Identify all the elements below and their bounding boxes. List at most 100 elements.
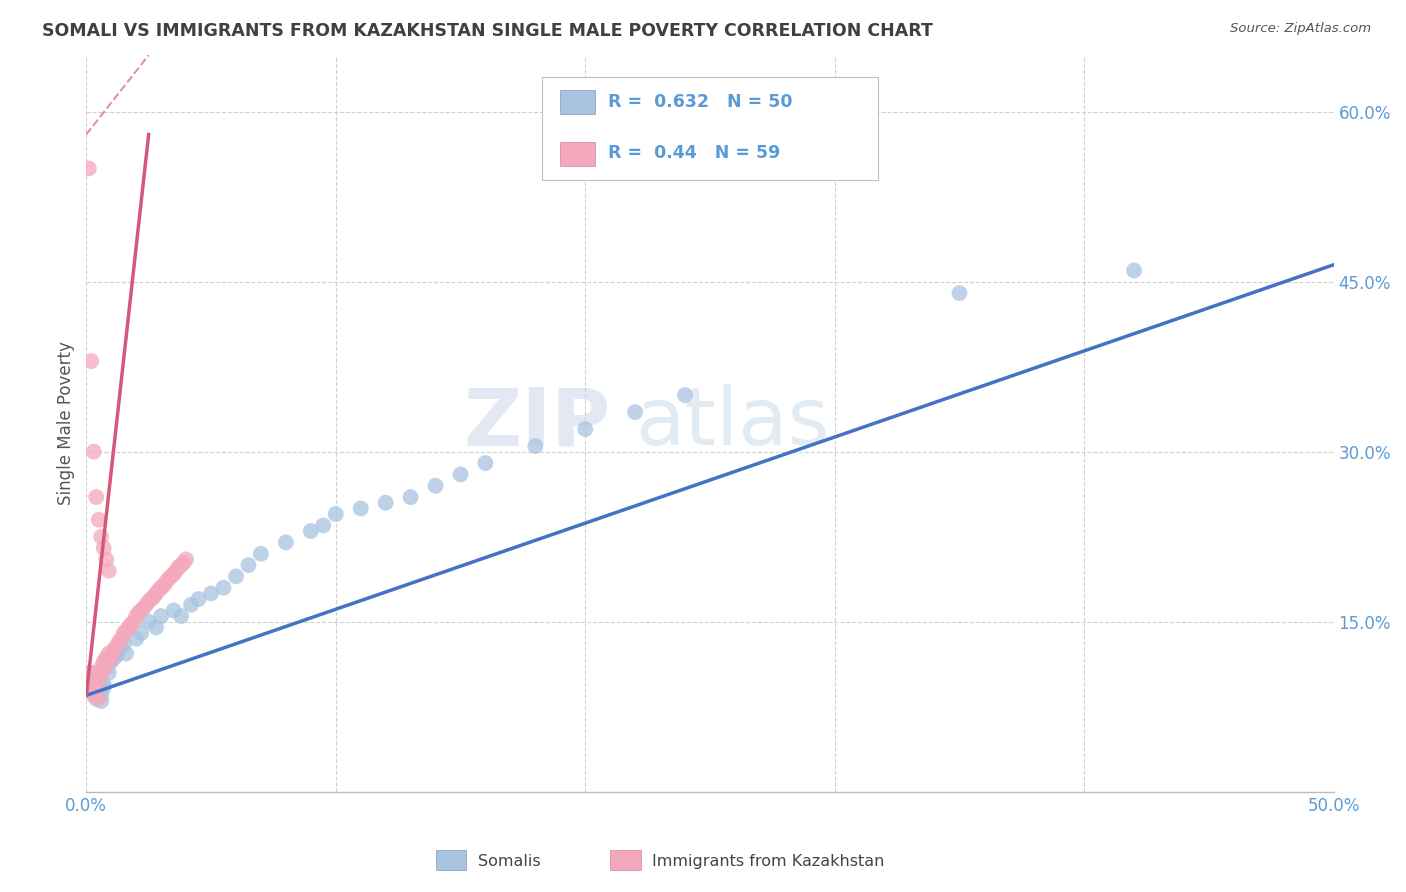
Point (83, 677, 105, 691)
Point (948, 286, 970, 301)
Point (125, 632, 148, 646)
Point (150, 609, 173, 624)
Point (112, 626, 135, 640)
Point (152, 578, 174, 592)
Text: R =  0.44   N = 59: R = 0.44 N = 59 (607, 145, 780, 162)
Point (80, 682, 103, 697)
Point (624, 405, 647, 419)
Point (524, 439, 547, 453)
Point (107, 635, 129, 649)
Point (87, 691, 110, 706)
Point (174, 552, 197, 566)
Point (425, 479, 447, 493)
Point (87, 513, 110, 527)
Point (87, 673, 110, 688)
Point (138, 594, 160, 608)
Point (90, 689, 112, 703)
Point (96, 552, 118, 566)
Point (115, 624, 138, 638)
Point (80, 665, 103, 680)
Point (80, 354, 103, 368)
Point (96, 657, 118, 672)
Point (103, 643, 125, 657)
Point (145, 620, 167, 634)
Point (77, 161, 100, 176)
Bar (560, 142, 595, 166)
Point (132, 601, 155, 615)
Point (80, 672, 103, 686)
Point (312, 518, 335, 533)
Point (83, 689, 105, 703)
Point (90, 530, 112, 544)
Point (93, 541, 115, 555)
Point (325, 507, 347, 521)
Point (83, 682, 105, 697)
Point (97, 665, 120, 680)
Point (148, 582, 170, 597)
Point (115, 647, 138, 661)
Point (274, 535, 297, 549)
Point (100, 648, 122, 663)
Point (105, 648, 128, 663)
Point (138, 615, 160, 629)
Point (170, 558, 193, 572)
Point (225, 569, 247, 583)
Point (129, 603, 152, 617)
Point (673, 388, 696, 402)
Point (84, 490, 107, 504)
Bar (560, 90, 595, 114)
Point (93, 677, 115, 691)
Text: Source: ZipAtlas.com: Source: ZipAtlas.com (1230, 22, 1371, 36)
Point (160, 569, 183, 583)
Point (77, 677, 100, 691)
Y-axis label: Single Male Poverty: Single Male Poverty (58, 342, 75, 506)
Point (90, 694, 112, 708)
Point (93, 662, 115, 676)
Text: Somalis: Somalis (478, 855, 540, 870)
Point (90, 660, 112, 674)
Point (165, 564, 187, 578)
Point (250, 547, 273, 561)
Text: atlas: atlas (636, 384, 830, 462)
Text: R =  0.632   N = 50: R = 0.632 N = 50 (607, 93, 792, 111)
Point (93, 654, 115, 668)
Point (118, 620, 141, 634)
Point (97, 647, 120, 661)
Point (450, 467, 472, 482)
Point (155, 575, 177, 590)
Point (84, 685, 107, 699)
Point (93, 681, 115, 695)
Point (200, 586, 222, 600)
Point (122, 615, 145, 629)
Point (135, 598, 157, 612)
Text: SOMALI VS IMMIGRANTS FROM KAZAKHSTAN SINGLE MALE POVERTY CORRELATION CHART: SOMALI VS IMMIGRANTS FROM KAZAKHSTAN SIN… (42, 22, 934, 40)
Point (77, 665, 100, 680)
Point (474, 456, 496, 470)
Point (170, 609, 193, 624)
Point (110, 640, 132, 654)
Point (128, 606, 150, 620)
Point (173, 556, 195, 570)
Point (399, 490, 422, 504)
Text: ZIP: ZIP (463, 384, 610, 462)
Point (1123, 263, 1146, 277)
Point (84, 681, 107, 695)
Point (100, 651, 122, 665)
Point (96, 660, 118, 674)
Point (238, 558, 260, 572)
Point (87, 673, 110, 688)
Point (97, 654, 120, 668)
Point (129, 626, 152, 640)
Point (84, 672, 107, 686)
Point (299, 524, 322, 538)
Point (150, 581, 173, 595)
Point (103, 651, 125, 665)
Point (145, 586, 167, 600)
Point (110, 632, 132, 646)
Point (125, 609, 148, 624)
Point (162, 603, 184, 617)
Point (112, 637, 135, 651)
Point (96, 651, 118, 665)
Point (141, 592, 163, 607)
Point (90, 665, 112, 680)
